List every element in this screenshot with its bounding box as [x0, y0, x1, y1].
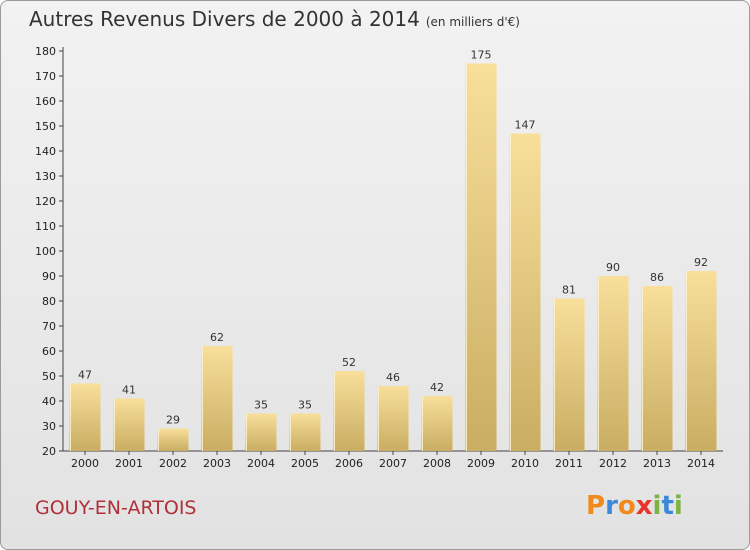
bar-value-label: 90	[606, 261, 620, 274]
bar	[69, 383, 101, 451]
y-tick-label: 40	[42, 395, 56, 408]
bar-value-label: 42	[430, 381, 444, 394]
x-tick-label: 2008	[423, 457, 451, 470]
bar-value-label: 52	[342, 356, 356, 369]
x-tick-label: 2007	[379, 457, 407, 470]
bar	[245, 413, 277, 451]
y-tick-label: 110	[35, 220, 56, 233]
logo-letter: o	[617, 491, 636, 521]
bar-value-label: 92	[694, 256, 708, 269]
location-label: GOUY-EN-ARTOIS	[35, 497, 197, 519]
logo-letter: i	[652, 491, 662, 521]
bar-value-label: 175	[471, 49, 492, 62]
x-tick-label: 2000	[71, 457, 99, 470]
x-tick-label: 2014	[687, 457, 715, 470]
logo-letter: r	[605, 491, 618, 521]
y-tick-label: 30	[42, 420, 56, 433]
bar	[597, 276, 629, 451]
bar	[509, 133, 541, 451]
bar	[289, 413, 321, 451]
y-tick-label: 130	[35, 170, 56, 183]
bar-value-label: 62	[210, 331, 224, 344]
bar	[465, 63, 497, 451]
logo-letter: x	[635, 491, 653, 521]
x-tick-label: 2013	[643, 457, 671, 470]
y-tick-label: 100	[35, 245, 56, 258]
y-tick-label: 170	[35, 70, 56, 83]
x-tick-label: 2001	[115, 457, 143, 470]
y-tick-label: 20	[42, 445, 56, 458]
logo-letter: P	[586, 491, 606, 521]
y-tick-label: 150	[35, 120, 56, 133]
y-tick-label: 180	[35, 45, 56, 58]
proxiti-logo: Proxiti	[586, 491, 683, 521]
chart-title-text: Autres Revenus Divers de 2000 à 2014	[29, 7, 420, 31]
bar	[421, 396, 453, 451]
logo-letter: i	[673, 491, 683, 521]
bar-value-label: 46	[386, 371, 400, 384]
chart-title: Autres Revenus Divers de 2000 à 2014 (en …	[29, 7, 520, 31]
bar	[113, 398, 145, 451]
bar	[553, 298, 585, 451]
logo-letter: t	[661, 491, 674, 521]
bar-value-label: 35	[298, 399, 312, 412]
bar-value-label: 47	[78, 369, 92, 382]
x-tick-label: 2002	[159, 457, 187, 470]
y-tick-label: 120	[35, 195, 56, 208]
x-tick-label: 2006	[335, 457, 363, 470]
y-tick-label: 60	[42, 345, 56, 358]
y-tick-label: 140	[35, 145, 56, 158]
x-tick-label: 2010	[511, 457, 539, 470]
x-tick-label: 2012	[599, 457, 627, 470]
bar-value-label: 41	[122, 384, 136, 397]
y-tick-label: 70	[42, 320, 56, 333]
x-tick-label: 2005	[291, 457, 319, 470]
x-tick-label: 2011	[555, 457, 583, 470]
y-tick-label: 160	[35, 95, 56, 108]
x-tick-label: 2004	[247, 457, 275, 470]
y-tick-label: 80	[42, 295, 56, 308]
bar-value-label: 147	[515, 119, 536, 132]
bar	[641, 286, 673, 451]
y-tick-label: 50	[42, 370, 56, 383]
bar	[157, 428, 189, 451]
bar-value-label: 81	[562, 284, 576, 297]
bar	[685, 271, 717, 451]
bar-value-label: 29	[166, 414, 180, 427]
bar-value-label: 35	[254, 399, 268, 412]
bar	[201, 346, 233, 451]
chart-subtitle: (en milliers d'€)	[425, 15, 520, 29]
bar	[333, 371, 365, 451]
bar-value-label: 86	[650, 271, 664, 284]
x-tick-label: 2003	[203, 457, 231, 470]
y-tick-label: 90	[42, 270, 56, 283]
bar	[377, 386, 409, 451]
x-tick-label: 2009	[467, 457, 495, 470]
